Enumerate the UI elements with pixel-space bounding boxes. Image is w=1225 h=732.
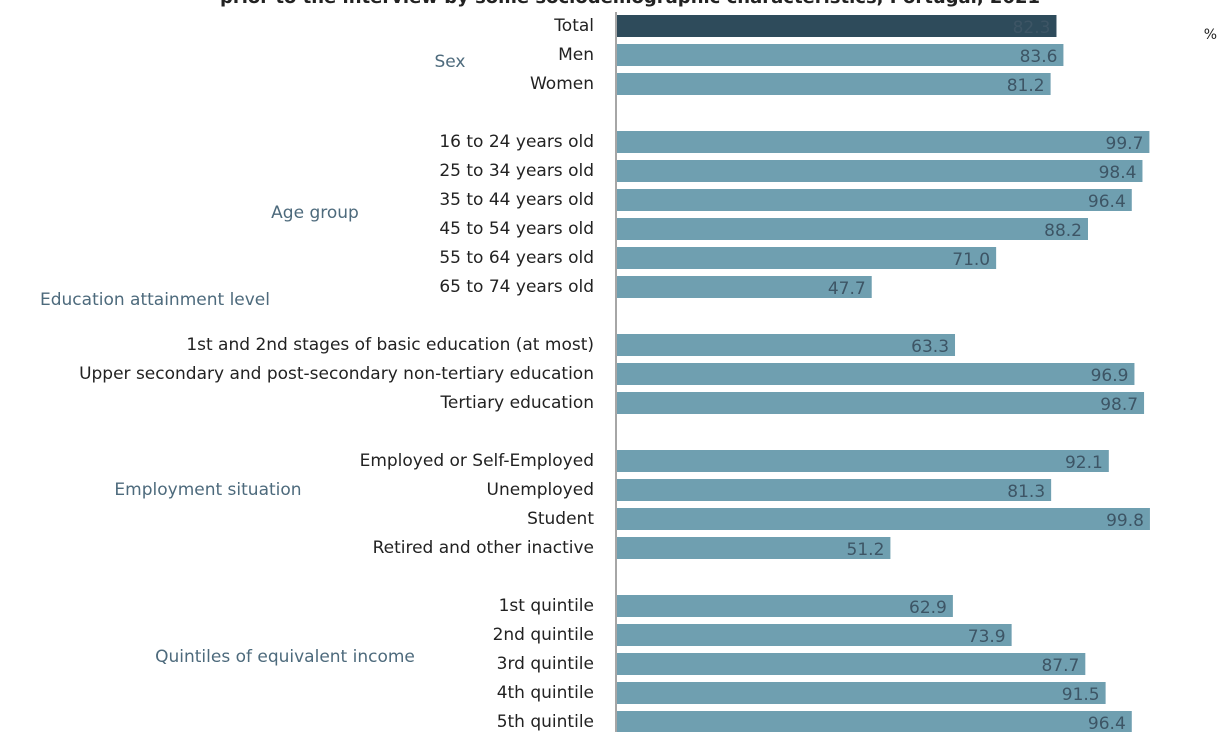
value-label: 88.2 xyxy=(1044,221,1082,241)
value-label: 73.9 xyxy=(968,627,1006,647)
value-label: 81.2 xyxy=(1007,76,1045,96)
bar xyxy=(617,653,1086,675)
bar xyxy=(617,247,997,269)
bar xyxy=(617,160,1143,182)
bar xyxy=(617,595,953,617)
value-label: 92.1 xyxy=(1065,453,1103,473)
bar xyxy=(617,363,1135,385)
value-label: 91.5 xyxy=(1062,685,1100,705)
category-label: Retired and other inactive xyxy=(373,538,594,558)
value-label: 71.0 xyxy=(952,250,990,270)
value-label: 99.8 xyxy=(1106,511,1144,531)
unit-label: % xyxy=(1204,27,1217,43)
value-label: 51.2 xyxy=(847,540,885,560)
category-label: 35 to 44 years old xyxy=(439,190,594,210)
category-label: Total xyxy=(553,16,594,36)
value-label: 81.3 xyxy=(1007,482,1045,502)
group-label: Employment situation xyxy=(114,480,301,500)
value-label: 62.9 xyxy=(909,598,947,618)
bar xyxy=(617,508,1150,530)
value-label: 96.9 xyxy=(1091,366,1129,386)
bar xyxy=(617,624,1012,646)
bar xyxy=(617,44,1064,66)
bar xyxy=(617,131,1150,153)
category-label: 65 to 74 years old xyxy=(439,277,594,297)
bar xyxy=(617,450,1109,472)
bar xyxy=(617,479,1052,501)
category-label: 1st and 2nd stages of basic education (a… xyxy=(186,335,594,355)
category-label: 3rd quintile xyxy=(497,654,594,674)
category-label: Tertiary education xyxy=(439,393,594,413)
value-label: 87.7 xyxy=(1041,656,1079,676)
bar xyxy=(617,711,1132,732)
category-label: 55 to 64 years old xyxy=(439,248,594,268)
value-label: 63.3 xyxy=(911,337,949,357)
bar xyxy=(617,73,1051,95)
category-label: 16 to 24 years old xyxy=(439,132,594,152)
bar xyxy=(617,15,1057,37)
bar xyxy=(617,334,956,356)
value-label: 96.4 xyxy=(1088,192,1126,212)
value-label: 83.6 xyxy=(1020,47,1058,67)
bar xyxy=(617,537,891,559)
value-label: 98.4 xyxy=(1099,163,1137,183)
category-label: Student xyxy=(527,509,594,529)
category-label: Women xyxy=(530,74,594,94)
category-label: 25 to 34 years old xyxy=(439,161,594,181)
category-label: Upper secondary and post-secondary non-t… xyxy=(79,364,594,384)
category-label: Men xyxy=(558,45,594,65)
value-label: 98.7 xyxy=(1100,395,1138,415)
category-label: 2nd quintile xyxy=(493,625,594,645)
category-label: 1st quintile xyxy=(499,596,594,616)
category-label: 4th quintile xyxy=(497,683,594,703)
value-label: 99.7 xyxy=(1106,134,1144,154)
group-label: Sex xyxy=(434,52,465,72)
category-label: 45 to 54 years old xyxy=(439,219,594,239)
category-label: Unemployed xyxy=(487,480,594,500)
group-label: Quintiles of equivalent income xyxy=(155,647,415,667)
bar xyxy=(617,276,872,298)
category-label: Employed or Self-Employed xyxy=(360,451,594,471)
value-label: 47.7 xyxy=(828,279,866,299)
bar xyxy=(617,189,1132,211)
chart-title: prior to the interview by some sociodemo… xyxy=(220,0,1040,8)
bar xyxy=(617,392,1145,414)
group-label: Education attainment level xyxy=(40,290,270,310)
value-label: 96.4 xyxy=(1088,714,1126,732)
bar xyxy=(617,218,1088,240)
group-label: Age group xyxy=(271,203,359,223)
bar xyxy=(617,682,1106,704)
value-label: 82.3 xyxy=(1013,18,1051,38)
category-label: 5th quintile xyxy=(497,712,594,732)
